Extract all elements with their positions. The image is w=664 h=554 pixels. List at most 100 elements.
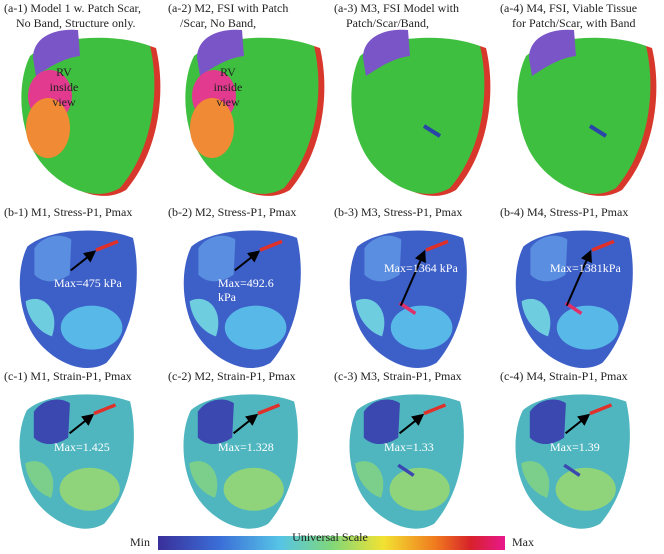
panel-label: (b-3) M3, Stress-P1, Pmax — [334, 205, 462, 219]
heart-surface — [351, 37, 485, 194]
panel: (c-2) M2, Strain-P1, Pmax Max=1.328 — [168, 369, 298, 529]
field-patch — [189, 298, 219, 337]
field-patch — [355, 461, 384, 498]
field-patch — [556, 305, 619, 350]
view-label: view — [216, 95, 240, 109]
field-patch — [224, 305, 287, 350]
field-patch — [355, 298, 385, 337]
panels: (a-1) Model 1 w. Patch Scar,No Band, Str… — [4, 1, 657, 529]
max-arrow — [234, 250, 261, 272]
max-label: Max=1.425 — [54, 440, 110, 454]
view-label: view — [52, 95, 76, 109]
field-patch — [197, 399, 234, 445]
heart-model — [19, 394, 134, 529]
field-patch — [223, 467, 284, 511]
view-label: RV — [220, 65, 236, 79]
heart-model — [185, 29, 325, 196]
max-streak — [95, 239, 119, 252]
patch-top — [363, 29, 410, 76]
panel: (c-3) M3, Strain-P1, Pmax Max=1.33 — [334, 369, 464, 529]
colorbar-max: Max — [512, 535, 534, 549]
panel-label: No Band, Structure only. — [16, 16, 136, 30]
field-patch — [60, 305, 123, 350]
patch-top — [529, 29, 576, 76]
max-label: Max=1364 kPa — [384, 261, 458, 275]
max-label: Max=1381kPa — [550, 261, 621, 275]
panel-label: /Scar, No Band, — [180, 16, 256, 30]
panel-label: (a-1) Model 1 w. Patch Scar, — [4, 1, 141, 15]
colorbar-gradient — [158, 536, 505, 550]
heart-model — [515, 230, 633, 369]
panel-label: (a-2) M2, FSI with Patch — [168, 1, 288, 15]
panel-label: Patch/Scar/Band, — [346, 16, 429, 30]
band — [563, 463, 581, 477]
patch-top — [33, 29, 80, 76]
max-arrow — [564, 413, 591, 435]
panel: (b-4) M4, Stress-P1, Pmax Max=1381kPa — [500, 205, 633, 369]
max-arrow — [399, 249, 426, 307]
colorbar-min: Min — [130, 535, 150, 549]
max-streak — [423, 403, 447, 416]
field-patch — [390, 305, 453, 350]
panel: (b-1) M1, Stress-P1, Pmax Max=475 kPa — [4, 205, 137, 369]
field-patch — [555, 467, 616, 511]
panel-label: for Patch/Scar, with Band — [512, 16, 636, 30]
max-arrow — [398, 413, 425, 435]
colorbar-title: Universal Scale — [292, 530, 368, 544]
field-patch — [530, 235, 568, 282]
max-arrow — [565, 249, 592, 307]
panel: (c-1) M1, Strain-P1, Pmax Max=1.425 — [4, 369, 134, 529]
panel-label: (a-4) M4, FSI, Viable Tissue — [500, 1, 637, 15]
heart-model — [517, 29, 657, 196]
panel-label: (c-1) M1, Strain-P1, Pmax — [4, 369, 132, 383]
max-label: kPa — [218, 290, 237, 304]
panel-label: (b-2) M2, Stress-P1, Pmax — [168, 205, 296, 219]
max-streak — [591, 239, 615, 252]
field-patch — [25, 298, 55, 337]
field-patch — [521, 298, 551, 337]
max-label: Max=1.328 — [218, 440, 274, 454]
panel: (c-4) M4, Strain-P1, Pmax Max=1.39 — [500, 369, 630, 529]
patch-top — [197, 29, 244, 76]
panel-label: (c-4) M4, Strain-P1, Pmax — [500, 369, 628, 383]
heart-model — [349, 394, 464, 529]
max-streak — [259, 239, 283, 252]
field-patch — [529, 399, 566, 445]
panel: (b-3) M3, Stress-P1, Pmax Max=1364 kPa — [334, 205, 467, 369]
max-arrow — [68, 413, 95, 435]
max-arrow — [232, 413, 259, 435]
heart-model — [515, 394, 630, 529]
max-label: Max=475 kPa — [54, 276, 122, 290]
view-label: inside — [50, 80, 79, 94]
panel-label: (c-2) M2, Strain-P1, Pmax — [168, 369, 296, 383]
heart-model — [21, 29, 161, 196]
panel: (a-2) M2, FSI with Patch/Scar, No Band, R… — [168, 1, 325, 196]
field-patch — [59, 467, 120, 511]
panel: (a-1) Model 1 w. Patch Scar,No Band, Str… — [4, 1, 161, 196]
field-patch — [521, 461, 550, 498]
field-patch — [363, 399, 400, 445]
heart-model — [19, 230, 137, 369]
field-patch — [189, 461, 218, 498]
field-patch — [198, 235, 236, 282]
max-label: Max=1.39 — [550, 440, 600, 454]
field-patch — [364, 235, 402, 282]
max-streak — [93, 403, 117, 416]
heart-model — [183, 230, 301, 369]
max-streak — [257, 403, 281, 416]
panel-label: (b-4) M4, Stress-P1, Pmax — [500, 205, 628, 219]
panel-label: (b-1) M1, Stress-P1, Pmax — [4, 205, 132, 219]
field-patch — [389, 467, 450, 511]
view-label: RV — [56, 65, 72, 79]
band — [397, 463, 415, 477]
band — [588, 124, 608, 138]
colorbar: Min Universal Scale Max — [130, 530, 534, 550]
field-patch — [33, 399, 70, 445]
rv-region — [26, 98, 70, 158]
heart-model — [183, 394, 298, 529]
band — [422, 124, 442, 138]
panel-label: (a-3) M3, FSI Model with — [334, 1, 459, 15]
